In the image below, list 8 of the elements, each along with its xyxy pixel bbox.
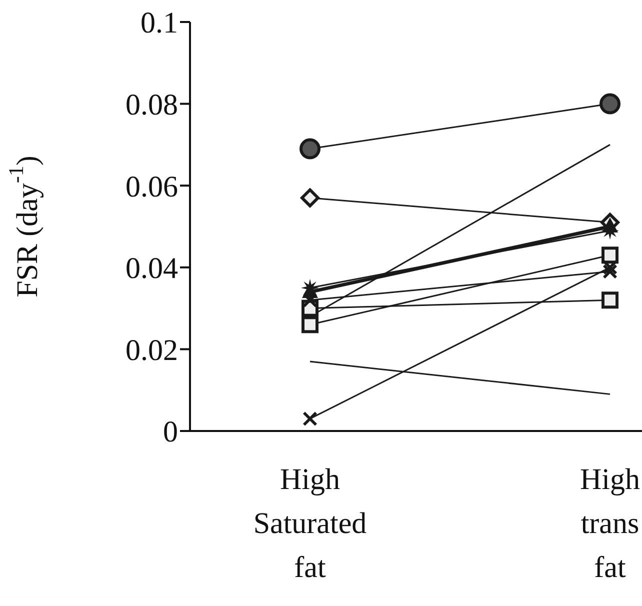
x-tick-label: High trans fat <box>580 463 640 584</box>
x-tick-label: High Saturated fat <box>253 463 367 584</box>
y-tick-label: 0 <box>163 416 178 449</box>
y-tick-label: 0.06 <box>126 170 178 204</box>
y-tick-label: 0.1 <box>140 6 178 40</box>
y-tick-label: 0.02 <box>126 334 178 367</box>
y-tick-label: 0.04 <box>126 252 178 286</box>
y-tick-label: 0.08 <box>126 88 178 122</box>
